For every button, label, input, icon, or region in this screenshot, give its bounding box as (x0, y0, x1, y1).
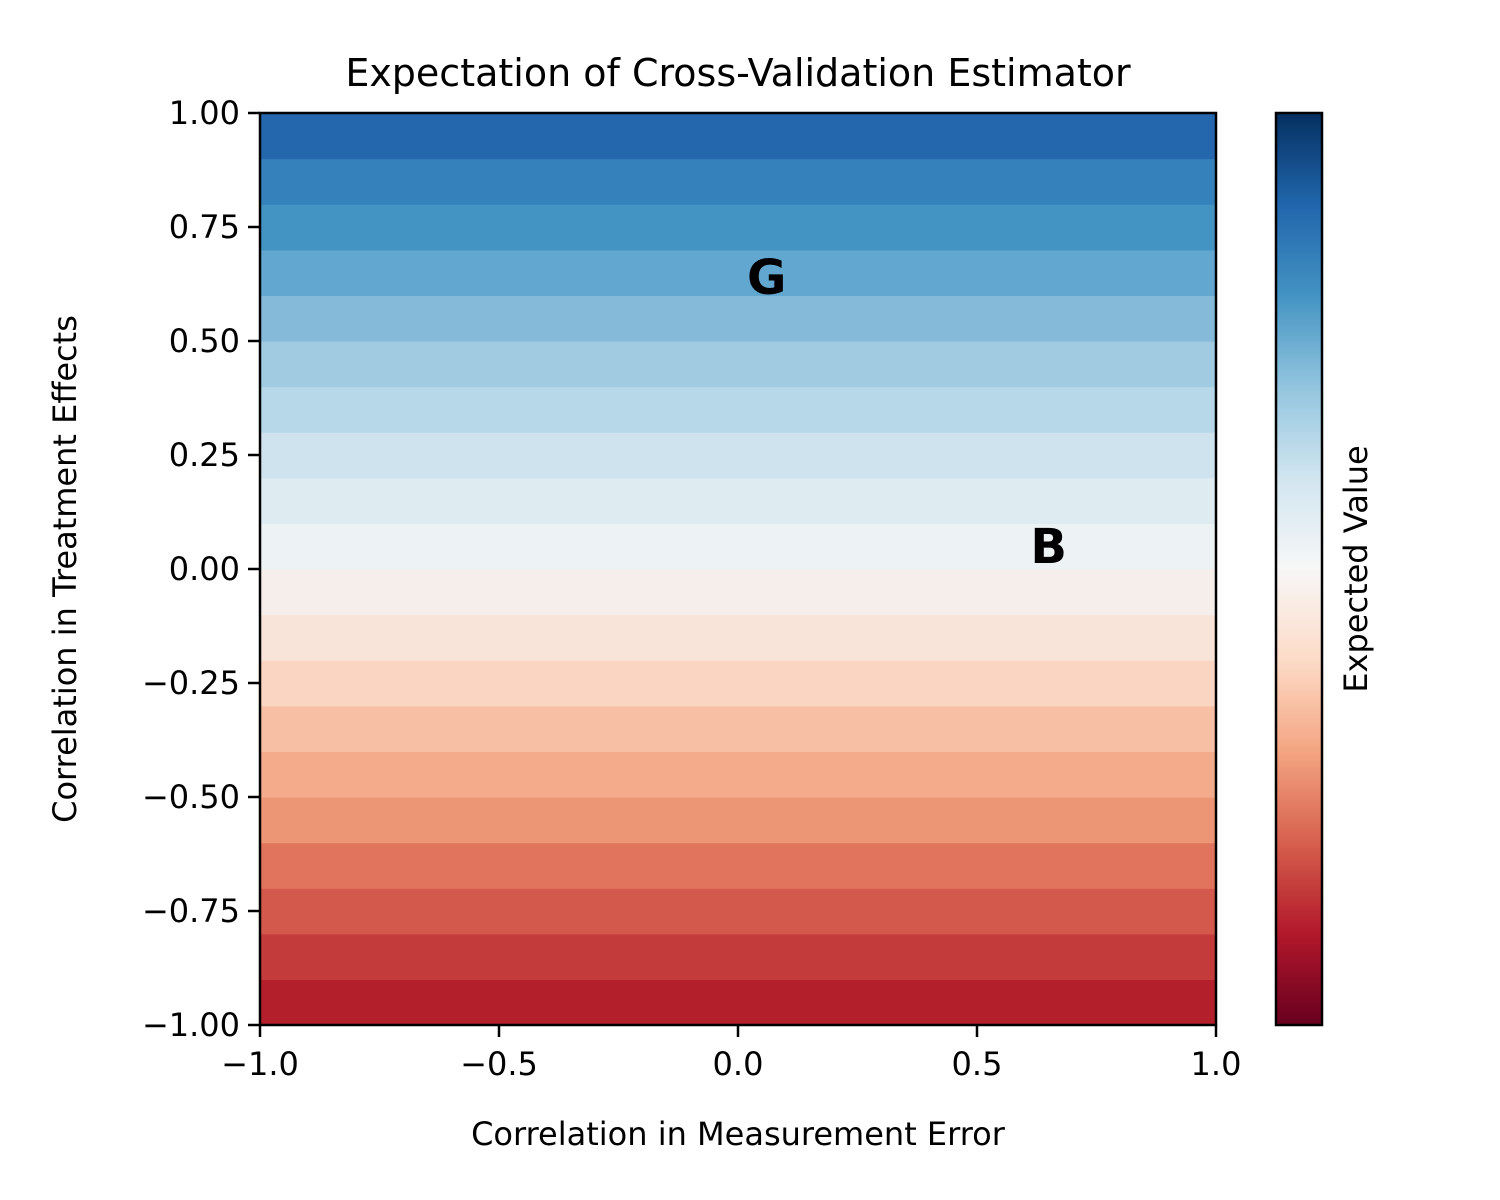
heatmap-band-19 (260, 113, 1216, 160)
heatmap-band-14 (260, 341, 1216, 388)
x-tick-label: −0.5 (460, 1045, 538, 1083)
y-tick-label: 0.50 (169, 322, 240, 360)
heatmap-band-18 (260, 158, 1216, 205)
colorbar-label: Expected Value (1337, 445, 1375, 692)
heatmap-band-8 (260, 614, 1216, 661)
y-tick-label: 0.00 (169, 550, 240, 588)
y-tick-label: 0.25 (169, 436, 240, 474)
chart-title: Expectation of Cross-Validation Estimato… (345, 51, 1131, 95)
annotation-b: B (1030, 519, 1067, 575)
heatmap-band-12 (260, 432, 1216, 479)
heatmap-band-3 (260, 842, 1216, 889)
heatmap-band-2 (260, 888, 1216, 935)
annotation-g: G (747, 250, 786, 306)
heatmap-band-10 (260, 523, 1216, 570)
y-tick-label: −0.50 (142, 778, 240, 816)
y-axis-label: Correlation in Treatment Effects (46, 315, 84, 823)
heatmap-bands (260, 113, 1216, 1026)
heatmap-band-11 (260, 477, 1216, 524)
x-axis-label: Correlation in Measurement Error (471, 1115, 1006, 1153)
heatmap-band-9 (260, 569, 1216, 616)
y-tick-label: 0.75 (169, 208, 240, 246)
y-tick-label: 1.00 (169, 94, 240, 132)
x-axis-ticks: −1.0 −0.5 0.0 0.5 1.0 (221, 1025, 1241, 1083)
y-axis-ticks: −1.00 −0.75 −0.50 −0.25 0.00 0.25 0.50 0.75 1.00 (142, 94, 260, 1044)
heatmap-band-7 (260, 660, 1216, 707)
heatmap-band-13 (260, 386, 1216, 433)
annotations: GB (747, 250, 1067, 575)
heatmap-band-0 (260, 979, 1216, 1026)
heatmap-band-5 (260, 751, 1216, 798)
heatmap-band-17 (260, 204, 1216, 251)
heatmap-band-1 (260, 933, 1216, 980)
heatmap-band-15 (260, 295, 1216, 342)
heatmap-band-16 (260, 249, 1216, 296)
x-tick-label: 1.0 (1191, 1045, 1242, 1083)
colorbar (1274, 111, 1324, 1027)
x-tick-label: 0.5 (952, 1045, 1003, 1083)
heatmap-band-6 (260, 705, 1216, 752)
x-tick-label: 0.0 (713, 1045, 764, 1083)
y-tick-label: −1.00 (142, 1006, 240, 1044)
heatmap-band-4 (260, 797, 1216, 844)
y-tick-label: −0.25 (142, 664, 240, 702)
x-tick-label: −1.0 (221, 1045, 299, 1083)
y-tick-label: −0.75 (142, 892, 240, 930)
